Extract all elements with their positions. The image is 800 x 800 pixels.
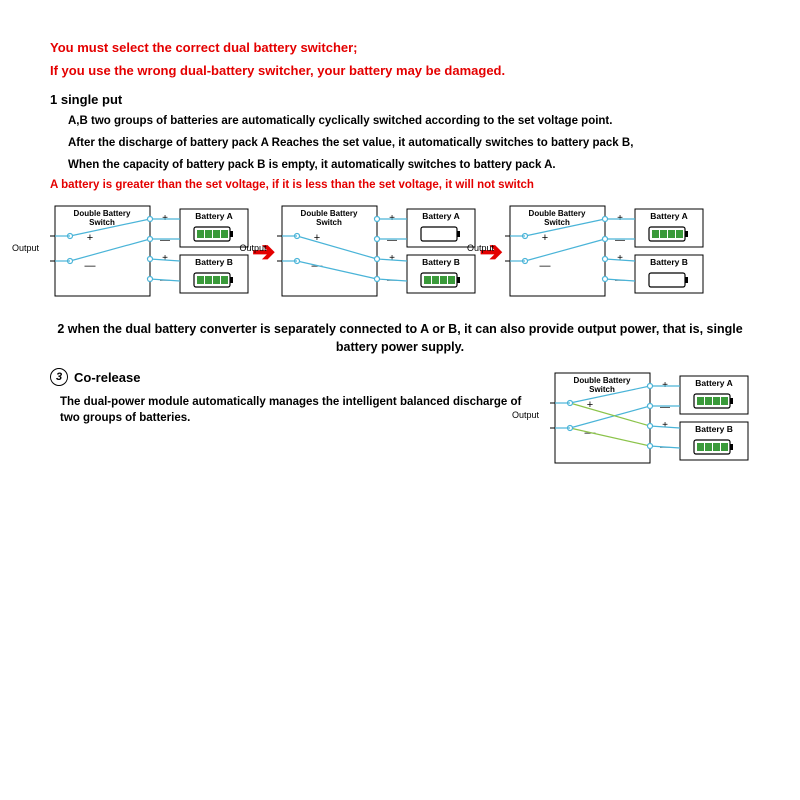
svg-text:Battery B: Battery B <box>423 257 461 267</box>
svg-text:+: + <box>542 232 548 244</box>
section2-text: 2 when the dual battery converter is sep… <box>50 321 750 356</box>
svg-text:+: + <box>162 253 168 264</box>
svg-text:Battery A: Battery A <box>695 378 732 388</box>
section1-desc2: After the discharge of battery pack A Re… <box>68 135 750 151</box>
diagram-3: Output Double BatterySwitch+—Battery A B… <box>505 201 705 301</box>
diagram-4: Output Double BatterySwitch+—Battery A B… <box>550 368 750 468</box>
diagram-svg-4: Double BatterySwitch + — Battery A Battery … <box>550 368 750 468</box>
warning-line-2: If you use the wrong dual-battery switch… <box>50 63 750 78</box>
svg-text:—: — <box>160 235 170 246</box>
output-label: Output <box>467 243 494 253</box>
section3-title: 3 Co-release <box>50 368 530 386</box>
co-release-label: Co-release <box>74 370 140 385</box>
diagram-svg-2: Double BatterySwitch + — Battery A Battery … <box>277 201 477 301</box>
section1-desc1: A,B two groups of batteries are automati… <box>68 113 750 129</box>
section3-desc: The dual-power module automatically mana… <box>60 394 530 426</box>
diagram-svg-3: Double BatterySwitch + — Battery A Battery … <box>505 201 705 301</box>
svg-text:—: — <box>85 260 96 272</box>
section1-note: A battery is greater than the set voltag… <box>50 179 750 191</box>
warning-line-1: You must select the correct dual battery… <box>50 40 750 55</box>
svg-text:+: + <box>390 253 396 264</box>
svg-text:—: — <box>660 402 670 413</box>
svg-text:Double Battery: Double Battery <box>574 376 631 385</box>
diagram-1: Output Double BatterySwitch+—Battery A B… <box>50 201 250 301</box>
bottom-row: 3 Co-release The dual-power module autom… <box>50 368 750 468</box>
svg-text:Battery B: Battery B <box>695 424 733 434</box>
section1-desc3: When the capacity of battery pack B is e… <box>68 157 750 173</box>
diagram-svg-1: Double BatterySwitch + — Battery A Battery … <box>50 201 250 301</box>
svg-text:Battery A: Battery A <box>650 211 687 221</box>
svg-text:Switch: Switch <box>89 218 115 227</box>
svg-text:Battery B: Battery B <box>195 257 233 267</box>
svg-text:Double Battery: Double Battery <box>74 209 131 218</box>
svg-text:Switch: Switch <box>589 385 615 394</box>
output-label: Output <box>512 410 539 420</box>
svg-text:Double Battery: Double Battery <box>301 209 358 218</box>
diagram-2: Output Double BatterySwitch+—Battery A B… <box>277 201 477 301</box>
svg-text:—: — <box>539 260 550 272</box>
svg-text:+: + <box>87 232 93 244</box>
diagrams-row-1: Output Double BatterySwitch+—Battery A B… <box>50 201 750 301</box>
svg-text:Battery A: Battery A <box>195 211 232 221</box>
svg-text:—: — <box>387 235 397 246</box>
circled-number: 3 <box>50 368 68 386</box>
svg-text:Double Battery: Double Battery <box>528 209 585 218</box>
svg-text:Battery A: Battery A <box>423 211 460 221</box>
svg-text:Battery B: Battery B <box>650 257 688 267</box>
svg-text:—: — <box>615 235 625 246</box>
svg-text:+: + <box>617 253 623 264</box>
section3: 3 Co-release The dual-power module autom… <box>50 368 550 426</box>
svg-text:+: + <box>662 420 668 431</box>
svg-text:Switch: Switch <box>544 218 570 227</box>
section1-title: 1 single put <box>50 92 750 107</box>
output-label: Output <box>239 243 266 253</box>
svg-text:Switch: Switch <box>317 218 343 227</box>
output-label: Output <box>12 243 39 253</box>
